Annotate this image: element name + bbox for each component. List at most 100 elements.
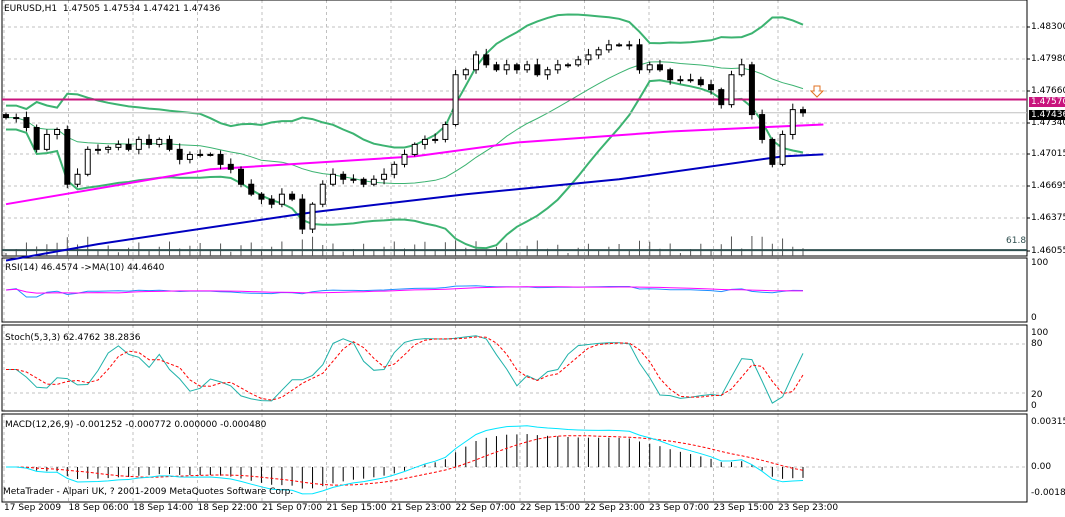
- bullish-candle: [503, 64, 510, 71]
- bullish-candle: [677, 79, 684, 82]
- macd-label: MACD(12,26,9) -0.001252 -0.000772 0.0000…: [5, 420, 267, 430]
- bearish-candle: [238, 168, 245, 185]
- bullish-candle: [789, 109, 796, 135]
- bearish-candle: [227, 163, 234, 170]
- bullish-candle: [585, 54, 592, 61]
- bid-price-tag: 1.47436: [1029, 110, 1065, 120]
- macd-signal-line: [6, 435, 804, 486]
- bearish-candle: [800, 109, 806, 114]
- bearish-candle: [258, 193, 265, 200]
- panel-border: [1, 257, 1028, 323]
- close-price: 1.47436: [183, 4, 221, 14]
- panel-border: [1, 413, 1028, 503]
- bullish-candle: [84, 148, 91, 175]
- time-axis-label: 21 Sep 15:00: [326, 503, 387, 513]
- bearish-candle: [176, 148, 183, 160]
- bullish-candle: [544, 69, 551, 76]
- bearish-candle: [289, 193, 296, 200]
- time-axis-label: 22 Sep 23:00: [584, 503, 645, 513]
- bullish-candle: [605, 44, 612, 51]
- stoch-signal-line: [6, 336, 804, 401]
- bearish-candle: [340, 173, 347, 180]
- bullish-candle: [309, 203, 316, 230]
- fast-moving-average: [5, 123, 824, 206]
- time-axis-label: 18 Sep 06:00: [68, 503, 129, 513]
- bullish-candle: [401, 153, 408, 165]
- bearish-candle: [217, 153, 224, 165]
- bearish-candle: [718, 89, 725, 106]
- bullish-candle: [54, 128, 61, 135]
- bullish-candle: [421, 138, 428, 145]
- symbol-label: EURUSD,H1: [4, 4, 58, 14]
- time-axis-label: 23 Sep 15:00: [713, 503, 774, 513]
- rsi-axis-100: 100: [1031, 258, 1049, 268]
- bearish-candle: [656, 64, 663, 71]
- price-axis-label: 1.47660: [1031, 86, 1065, 96]
- bearish-candle: [166, 138, 173, 150]
- bearish-candle: [708, 84, 715, 91]
- time-axis-label: 23 Sep 23:00: [778, 503, 839, 513]
- bullish-candle: [524, 64, 531, 71]
- bullish-candle: [646, 64, 653, 71]
- bullish-candle: [687, 79, 694, 82]
- bullish-candle: [616, 44, 623, 47]
- price-axis-label: 1.47980: [1031, 54, 1065, 64]
- time-axis-label: 18 Sep 22:00: [197, 503, 258, 513]
- fibo-label: 61.8: [1006, 236, 1027, 246]
- bullish-candle: [329, 173, 336, 185]
- bullish-candle: [105, 146, 112, 150]
- bearish-candle: [667, 69, 674, 81]
- bullish-candle: [13, 117, 20, 120]
- price-axis-label: 1.46695: [1031, 181, 1065, 191]
- stoch-axis-0: 0: [1031, 401, 1037, 411]
- time-axis-label: 23 Sep 07:00: [649, 503, 710, 513]
- bullish-candle: [319, 183, 326, 205]
- bullish-candle: [462, 69, 469, 76]
- time-axis-label: 18 Sep 14:00: [133, 503, 194, 513]
- price-axis-label: 1.47340: [1031, 118, 1065, 128]
- rsi-label: RSI(14) 46.4574 ->MA(10) 44.4640: [5, 263, 165, 273]
- bollinger-upper: [6, 13, 804, 149]
- bullish-candle: [738, 64, 745, 76]
- bearish-candle: [513, 64, 520, 71]
- bullish-candle: [442, 124, 449, 140]
- bullish-candle: [381, 173, 388, 180]
- bullish-candle: [432, 138, 439, 141]
- bearish-candle: [3, 114, 9, 119]
- bullish-candle: [411, 143, 418, 155]
- time-axis-label: 22 Sep 07:00: [455, 503, 516, 513]
- bullish-candle: [452, 74, 459, 126]
- bullish-candle: [728, 74, 735, 106]
- chart-header: EURUSD,H1 1.47505 1.47534 1.47421 1.4743…: [4, 4, 220, 14]
- bearish-candle: [299, 198, 306, 230]
- bullish-candle: [74, 173, 81, 185]
- stoch-axis-20: 20: [1031, 390, 1043, 400]
- rsi-axis-0: 0: [1031, 313, 1037, 323]
- bullish-candle: [43, 133, 50, 150]
- bullish-candle: [278, 193, 285, 205]
- bearish-candle: [636, 44, 643, 71]
- bearish-candle: [534, 64, 541, 76]
- rsi-line: [5, 285, 804, 298]
- bearish-candle: [483, 54, 490, 66]
- bearish-candle: [759, 114, 766, 140]
- panel-border: [1, 0, 1028, 257]
- price-axis-label: 1.48300: [1031, 22, 1065, 32]
- high-price: 1.47534: [102, 4, 141, 14]
- macd-axis-top: 0.00315: [1031, 417, 1065, 427]
- bullish-candle: [350, 178, 357, 181]
- bullish-candle: [135, 138, 142, 150]
- stoch-label: Stoch(5,3,3) 62.4762 38.2836: [5, 333, 141, 343]
- bullish-candle: [391, 163, 398, 175]
- bullish-candle: [473, 54, 480, 71]
- copyright-label: MetaTrader - Alpari UK, ? 2001-2009 Meta…: [3, 487, 294, 497]
- bearish-candle: [64, 128, 71, 185]
- macd-axis-bottom: -0.00187: [1031, 488, 1065, 498]
- bearish-candle: [268, 198, 275, 205]
- down-arrow-icon: [809, 85, 825, 98]
- time-axis-label: 22 Sep 15:00: [520, 503, 581, 513]
- hline-price-tag: 1.47570: [1029, 97, 1065, 107]
- time-axis-label: 21 Sep 07:00: [262, 503, 323, 513]
- time-axis-label: 17 Sep 2009: [4, 503, 62, 513]
